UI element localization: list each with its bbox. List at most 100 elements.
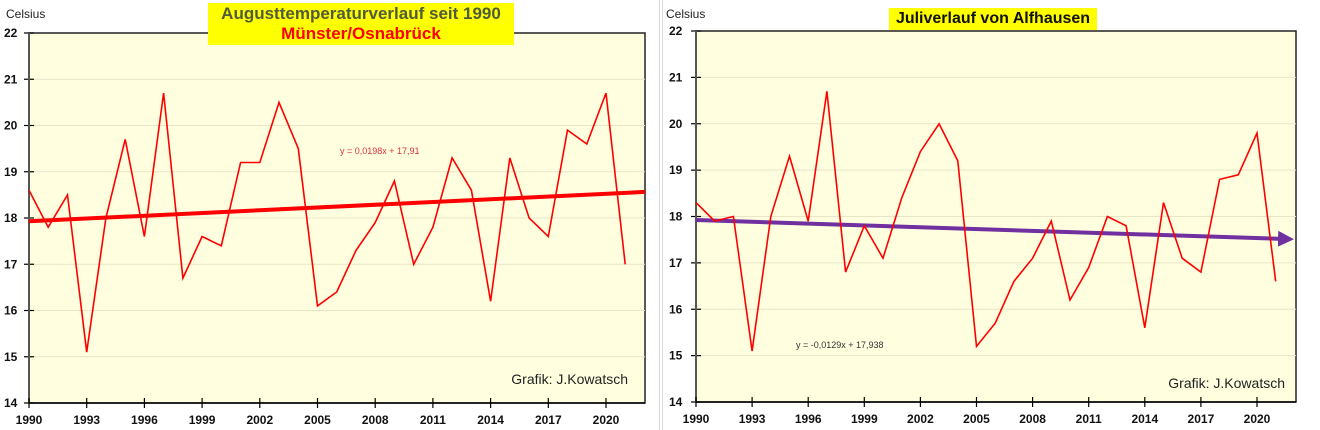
data-point <box>547 235 550 238</box>
data-point <box>66 193 69 196</box>
data-point <box>258 161 261 164</box>
data-point <box>1143 326 1146 329</box>
data-point <box>354 249 357 252</box>
data-point <box>882 257 885 260</box>
data-point <box>1237 173 1240 176</box>
data-series-line <box>28 92 626 353</box>
data-point <box>788 155 791 158</box>
july-chart-svg: 14 15 16 17 18 19 20 21 22 1990 1993 1996 1999 2002 20… <box>669 24 1297 426</box>
chart-title: Juliverlauf von Alfhausen <box>889 8 1097 30</box>
data-point <box>605 92 608 95</box>
data-point <box>825 90 828 93</box>
x-tick-label: 2011 <box>1076 412 1102 426</box>
x-tick-label: 1999 <box>851 412 878 426</box>
y-tick-label: 14 <box>669 395 683 409</box>
data-point <box>844 271 847 274</box>
data-point <box>1256 132 1259 135</box>
y-tick-label: 17 <box>669 256 683 270</box>
y-tick-label: 21 <box>4 72 18 86</box>
data-point <box>713 220 716 223</box>
data-point <box>900 196 903 199</box>
data-point <box>1162 201 1165 204</box>
y-axis-label: Celsius <box>6 7 46 21</box>
x-tick-label: 2014 <box>477 413 504 427</box>
y-tick-label: 16 <box>669 302 683 316</box>
data-point <box>451 156 454 159</box>
x-tick-label: 1996 <box>795 412 822 426</box>
x-tick-label: 2011 <box>420 413 446 427</box>
credit-annotation: Grafik: J.Kowatsch <box>511 371 628 387</box>
data-point <box>1031 257 1034 260</box>
data-point <box>316 304 319 307</box>
data-point <box>994 322 997 325</box>
y-tick-label: 19 <box>4 165 18 179</box>
data-point <box>104 217 107 220</box>
x-tick-label: 1996 <box>131 413 158 427</box>
data-point <box>508 156 511 159</box>
data-point <box>393 180 396 183</box>
chart-title: Augusttemperaturverlauf seit 1990 <box>221 4 501 23</box>
data-point <box>1106 215 1109 218</box>
data-point <box>807 220 810 223</box>
x-tick-label: 2020 <box>1244 412 1271 426</box>
y-tick-label: 16 <box>4 304 18 318</box>
data-point <box>297 147 300 150</box>
data-series-line <box>695 91 1277 352</box>
y-tick-label: 22 <box>669 24 683 38</box>
data-point <box>975 345 978 348</box>
x-tick-label: 2005 <box>304 413 331 427</box>
data-point <box>470 189 473 192</box>
chart-panel-august: 14 15 16 17 18 19 20 21 22 1990 1993 1996 1999 2002 20… <box>4 0 660 430</box>
data-point <box>769 215 772 218</box>
y-tick-label: 21 <box>669 70 683 84</box>
x-tick-label: 2002 <box>907 412 934 426</box>
data-point <box>1125 224 1128 227</box>
y-tick-label: 18 <box>669 210 683 224</box>
data-point <box>412 263 415 266</box>
august-chart-svg: 14 15 16 17 18 19 20 21 22 1990 1993 1996 1999 2002 20… <box>4 26 646 427</box>
x-tick-label: 2008 <box>362 413 389 427</box>
data-point <box>335 291 338 294</box>
trendline <box>28 189 646 224</box>
data-point <box>1050 220 1053 223</box>
x-tick-label: 2014 <box>1131 412 1158 426</box>
x-tick-label: 1990 <box>16 413 43 427</box>
x-tick-label: 2017 <box>1188 412 1215 426</box>
data-point <box>695 201 698 204</box>
data-point <box>220 244 223 247</box>
data-point <box>489 300 492 303</box>
data-point <box>28 189 31 192</box>
trendline-equation: y = -0,0129x + 17,938 <box>796 340 884 350</box>
y-tick-label: 18 <box>4 211 18 225</box>
y-tick-label: 14 <box>4 396 18 410</box>
y-tick-label: 22 <box>4 26 18 40</box>
data-point <box>585 143 588 146</box>
data-point <box>1087 266 1090 269</box>
y-tick-label: 20 <box>669 117 683 131</box>
y-tick-label: 17 <box>4 257 18 271</box>
data-point <box>47 226 50 229</box>
data-point <box>162 92 165 95</box>
data-point <box>624 263 627 266</box>
data-point <box>566 129 569 132</box>
data-point <box>181 277 184 280</box>
x-tick-label: 1993 <box>73 413 100 427</box>
data-point <box>374 221 377 224</box>
data-point <box>751 349 754 352</box>
data-point <box>1181 257 1184 260</box>
data-point <box>239 161 242 164</box>
y-tick-label: 15 <box>669 349 683 363</box>
y-tick-label: 15 <box>4 350 18 364</box>
x-tick-label: 1990 <box>683 412 710 426</box>
data-point <box>85 351 88 354</box>
data-point <box>143 235 146 238</box>
data-point <box>732 215 735 218</box>
chart-panel-july: 14 15 16 17 18 19 20 21 22 1990 1993 1996 1999 2002 20… <box>662 0 1320 430</box>
data-point <box>1012 280 1015 283</box>
data-point <box>201 235 204 238</box>
data-point <box>1218 178 1221 181</box>
x-tick-label: 2005 <box>963 412 990 426</box>
data-point <box>278 101 281 104</box>
trendline-equation: y = 0,0198x + 17,91 <box>340 146 420 156</box>
data-point <box>956 159 959 162</box>
